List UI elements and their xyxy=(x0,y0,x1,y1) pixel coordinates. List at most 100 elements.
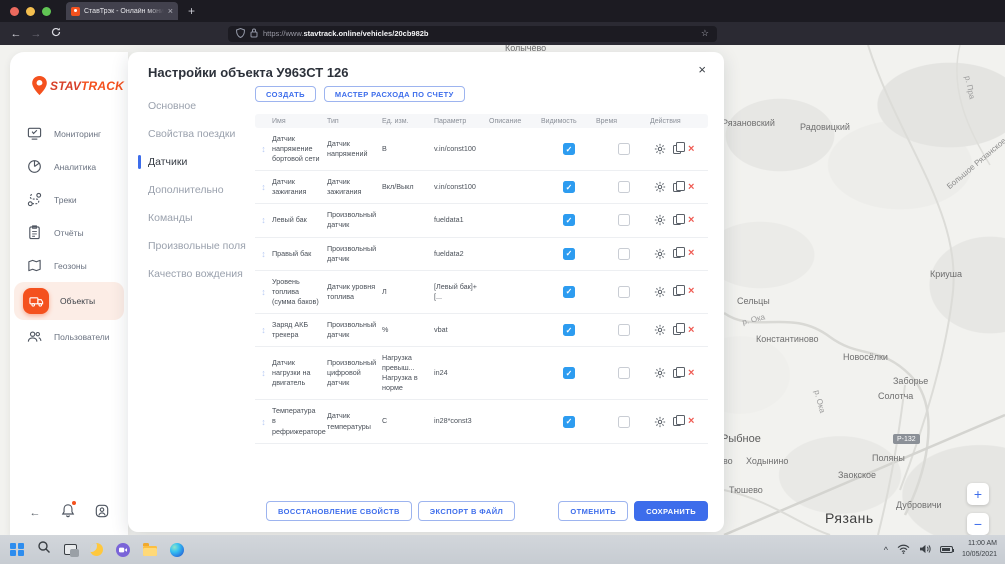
delete-icon[interactable]: × xyxy=(688,142,695,155)
lock-icon[interactable] xyxy=(250,25,258,43)
back-button[interactable]: ← xyxy=(10,27,22,40)
video-app-icon[interactable] xyxy=(115,542,130,557)
modal-close-icon[interactable]: × xyxy=(698,62,706,77)
url-text[interactable]: https://www.stavtrack.online/vehicles/20… xyxy=(263,29,429,38)
minimize-window-button[interactable] xyxy=(26,6,35,16)
start-button-icon[interactable] xyxy=(10,542,24,557)
tab-sensors[interactable]: Датчики xyxy=(138,150,252,174)
delete-icon[interactable]: × xyxy=(688,213,695,226)
time-checkbox[interactable] xyxy=(618,415,630,428)
visibility-checkbox[interactable] xyxy=(563,143,575,156)
time-checkbox[interactable] xyxy=(618,247,630,260)
close-window-button[interactable] xyxy=(10,6,19,16)
drag-handle-icon[interactable]: ↕ xyxy=(261,325,266,336)
visibility-checkbox[interactable] xyxy=(563,214,575,227)
time-checkbox[interactable] xyxy=(618,324,630,337)
drag-handle-icon[interactable]: ↕ xyxy=(261,144,266,155)
delete-icon[interactable]: × xyxy=(688,415,695,428)
notifications-bell-icon[interactable] xyxy=(61,501,76,523)
tab-close-icon[interactable]: × xyxy=(167,5,173,16)
drag-handle-icon[interactable]: ↕ xyxy=(261,286,266,297)
delete-icon[interactable]: × xyxy=(688,323,695,336)
file-explorer-icon[interactable] xyxy=(142,543,157,556)
gear-icon[interactable] xyxy=(654,181,666,193)
sidebar-item-tracks[interactable]: Треки xyxy=(10,183,128,216)
time-checkbox[interactable] xyxy=(618,214,630,227)
sidebar-item-users[interactable]: Пользователи xyxy=(10,320,128,353)
cancel-button[interactable]: ОТМЕНИТЬ xyxy=(558,501,629,521)
visibility-checkbox[interactable] xyxy=(563,181,575,194)
shield-icon[interactable] xyxy=(235,25,246,43)
tab-driving-quality[interactable]: Качество вождения xyxy=(148,268,243,280)
copy-icon[interactable] xyxy=(673,246,686,259)
copy-icon[interactable] xyxy=(673,323,686,335)
gear-icon[interactable] xyxy=(654,143,666,155)
delete-icon[interactable]: × xyxy=(688,285,695,298)
sidebar-item-geozones[interactable]: Геозоны xyxy=(10,249,128,282)
copy-icon[interactable] xyxy=(673,366,686,378)
taskbar-clock[interactable]: 11:00 AM 10/05/2021 xyxy=(962,539,997,560)
volume-icon[interactable] xyxy=(919,541,931,559)
profile-icon[interactable] xyxy=(95,504,109,523)
sidebar-item-analytics[interactable]: Аналитика xyxy=(10,150,128,183)
gear-icon[interactable] xyxy=(654,248,666,260)
battery-icon[interactable] xyxy=(939,546,955,553)
time-checkbox[interactable] xyxy=(618,181,630,194)
task-view-icon[interactable] xyxy=(63,544,79,557)
tray-chevron-icon[interactable]: ^ xyxy=(883,544,888,555)
collapse-sidebar-icon[interactable]: ← xyxy=(29,507,41,519)
drag-handle-icon[interactable]: ↕ xyxy=(261,182,266,193)
drag-handle-icon[interactable]: ↕ xyxy=(261,368,266,379)
drag-handle-icon[interactable]: ↕ xyxy=(261,416,266,427)
visibility-checkbox[interactable] xyxy=(563,367,575,380)
time-checkbox[interactable] xyxy=(618,367,630,380)
map-zoom-in-button[interactable]: + xyxy=(967,483,989,505)
tab-custom-fields[interactable]: Произвольные поля xyxy=(148,240,246,252)
tab-additional[interactable]: Дополнительно xyxy=(148,184,224,196)
wifi-icon[interactable] xyxy=(897,541,910,559)
time-checkbox[interactable] xyxy=(618,285,630,298)
copy-icon[interactable] xyxy=(673,285,686,297)
new-tab-button[interactable]: + xyxy=(188,4,196,18)
map-zoom-out-button[interactable]: − xyxy=(967,513,989,535)
copy-icon[interactable] xyxy=(673,142,686,154)
forward-button[interactable]: → xyxy=(30,27,42,40)
visibility-checkbox[interactable] xyxy=(563,285,575,298)
visibility-checkbox[interactable] xyxy=(563,415,575,428)
create-button[interactable]: СОЗДАТЬ xyxy=(255,86,316,102)
restore-properties-button[interactable]: ВОССТАНОВЛЕНИЕ СВОЙСТВ xyxy=(266,501,412,521)
gear-icon[interactable] xyxy=(654,324,666,336)
window-controls[interactable] xyxy=(10,6,51,16)
url-bar[interactable]: https://www.stavtrack.online/vehicles/20… xyxy=(228,25,717,43)
visibility-checkbox[interactable] xyxy=(563,324,575,337)
reload-button[interactable] xyxy=(46,27,66,40)
gear-icon[interactable] xyxy=(654,214,666,226)
tab-main[interactable]: Основное xyxy=(148,100,197,112)
maximize-window-button[interactable] xyxy=(42,6,51,16)
tab-trip-properties[interactable]: Свойства поездки xyxy=(148,128,236,140)
drag-handle-icon[interactable]: ↕ xyxy=(261,248,266,259)
save-button[interactable]: СОХРАНИТЬ xyxy=(634,501,708,521)
visibility-checkbox[interactable] xyxy=(563,247,575,260)
delete-icon[interactable]: × xyxy=(688,366,695,379)
copy-icon[interactable] xyxy=(673,414,686,427)
copy-icon[interactable] xyxy=(673,213,686,225)
gear-icon[interactable] xyxy=(654,286,666,298)
browser-tab[interactable]: СтавТрэк - Онлайн мониторин × xyxy=(66,2,178,20)
gear-icon[interactable] xyxy=(654,416,666,428)
delete-icon[interactable]: × xyxy=(688,247,695,260)
bookmark-star-icon[interactable]: ☆ xyxy=(700,28,709,38)
time-checkbox[interactable] xyxy=(618,143,630,156)
drag-handle-icon[interactable]: ↕ xyxy=(261,215,266,226)
delete-icon[interactable]: × xyxy=(688,180,695,193)
sidebar-item-monitoring[interactable]: Мониторинг xyxy=(10,117,128,150)
sidebar-item-reports[interactable]: Отчёты xyxy=(10,216,128,249)
taskbar-search-icon[interactable] xyxy=(37,540,51,559)
night-mode-app-icon[interactable] xyxy=(89,543,103,556)
edge-browser-icon[interactable] xyxy=(169,542,184,557)
fuel-master-button[interactable]: МАСТЕР РАСХОДА ПО СЧЕТУ xyxy=(323,86,465,102)
copy-icon[interactable] xyxy=(673,180,686,192)
tab-commands[interactable]: Команды xyxy=(148,212,193,224)
gear-icon[interactable] xyxy=(654,367,666,379)
sidebar-item-objects[interactable]: Объекты xyxy=(14,282,124,320)
